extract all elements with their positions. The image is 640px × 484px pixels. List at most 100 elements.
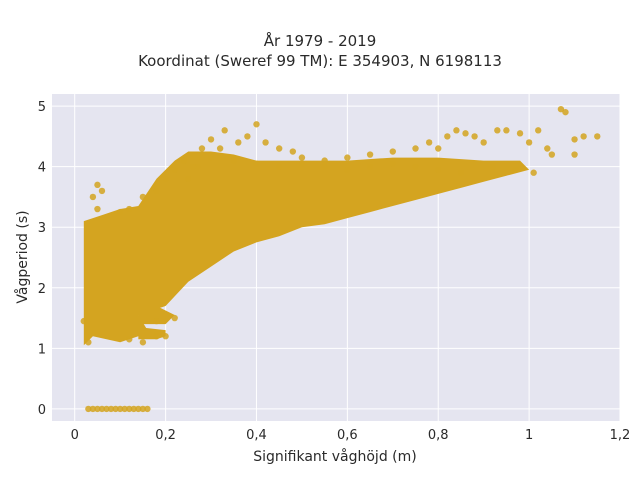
data-point bbox=[98, 187, 106, 195]
x-tick-label: 0 bbox=[71, 428, 79, 443]
data-point bbox=[435, 145, 442, 152]
chart-title-line1: År 1979 - 2019 bbox=[264, 31, 377, 50]
data-point bbox=[412, 163, 419, 170]
data-point bbox=[139, 405, 147, 413]
data-point bbox=[344, 166, 351, 173]
data-point bbox=[153, 187, 160, 195]
data-point bbox=[571, 136, 578, 143]
x-tick-label: 1 bbox=[525, 428, 533, 443]
data-point bbox=[298, 154, 306, 161]
data-point bbox=[171, 166, 178, 173]
data-point bbox=[321, 157, 328, 164]
data-point bbox=[471, 133, 478, 140]
data-point bbox=[457, 169, 465, 176]
data-point bbox=[262, 139, 269, 146]
data-point bbox=[185, 175, 192, 182]
data-point bbox=[126, 205, 133, 213]
data-point bbox=[198, 145, 206, 152]
data-point bbox=[412, 145, 419, 152]
dense-point-cloud bbox=[138, 305, 175, 325]
data-point bbox=[126, 405, 133, 413]
data-point bbox=[144, 405, 151, 413]
data-point bbox=[562, 108, 569, 116]
data-point bbox=[153, 333, 160, 340]
data-point bbox=[85, 405, 92, 413]
data-point bbox=[276, 145, 283, 152]
data-point bbox=[207, 136, 215, 143]
data-point bbox=[435, 166, 442, 173]
data-point bbox=[462, 130, 469, 137]
data-point bbox=[207, 154, 215, 161]
data-point bbox=[580, 133, 587, 140]
data-points bbox=[80, 105, 601, 413]
x-tick-label: 0,8 bbox=[428, 428, 449, 443]
data-point bbox=[139, 339, 147, 346]
tick-labels: 0 0,2 0,4 0,6 0,8 1 1,2 0 1 2 3 4 5 bbox=[38, 100, 631, 443]
y-tick-label: 2 bbox=[38, 282, 46, 297]
data-point bbox=[366, 163, 374, 170]
data-point bbox=[366, 151, 374, 158]
data-point bbox=[253, 121, 260, 128]
chart-title-line2: Koordinat (Sweref 99 TM): E 354903, N 61… bbox=[138, 52, 502, 70]
data-point bbox=[139, 193, 147, 201]
data-point bbox=[244, 133, 251, 140]
data-point bbox=[489, 163, 496, 170]
data-point bbox=[130, 405, 137, 413]
x-tick-label: 0,6 bbox=[337, 428, 358, 443]
y-axis-label: Vågperiod (s) bbox=[14, 210, 31, 303]
data-point bbox=[135, 405, 142, 413]
data-point bbox=[121, 405, 128, 413]
data-point bbox=[89, 193, 97, 201]
data-point bbox=[298, 160, 306, 167]
data-point bbox=[594, 133, 601, 140]
y-tick-label: 3 bbox=[38, 221, 46, 236]
data-point bbox=[516, 130, 524, 137]
data-point bbox=[189, 163, 197, 170]
data-point bbox=[162, 333, 169, 340]
data-point bbox=[503, 127, 510, 134]
data-point bbox=[89, 405, 97, 413]
data-point bbox=[80, 317, 88, 325]
data-point bbox=[103, 405, 110, 413]
data-point bbox=[389, 160, 396, 167]
data-point bbox=[453, 127, 460, 134]
y-tick-label: 5 bbox=[38, 100, 46, 115]
data-point bbox=[344, 154, 351, 161]
data-point bbox=[126, 336, 133, 343]
data-point bbox=[107, 405, 115, 413]
data-point bbox=[153, 317, 160, 325]
data-point bbox=[530, 169, 537, 176]
x-axis-label: Signifikant våghöjd (m) bbox=[253, 448, 416, 465]
data-point bbox=[321, 163, 328, 170]
data-point bbox=[216, 145, 224, 152]
dense-point-cloud bbox=[83, 151, 530, 346]
data-point bbox=[535, 127, 542, 134]
data-point bbox=[253, 160, 260, 167]
x-tick-label: 1,2 bbox=[610, 428, 631, 443]
data-point bbox=[557, 105, 565, 113]
data-point bbox=[289, 148, 297, 155]
data-point bbox=[171, 314, 178, 322]
data-point bbox=[571, 151, 578, 158]
data-point bbox=[194, 163, 201, 170]
data-point bbox=[162, 175, 169, 182]
x-tick-label: 0,2 bbox=[155, 428, 176, 443]
data-point bbox=[525, 139, 533, 146]
x-tick-label: 0,4 bbox=[246, 428, 267, 443]
data-point bbox=[180, 157, 187, 164]
data-point bbox=[98, 405, 106, 413]
data-point bbox=[112, 405, 119, 413]
data-point bbox=[85, 339, 92, 346]
data-point bbox=[548, 151, 556, 158]
data-point bbox=[444, 133, 451, 140]
data-point bbox=[544, 145, 551, 152]
data-point bbox=[94, 181, 101, 189]
data-point bbox=[116, 405, 124, 413]
data-point bbox=[94, 205, 101, 213]
data-point bbox=[221, 127, 228, 134]
data-point bbox=[276, 163, 283, 170]
y-tick-label: 4 bbox=[38, 161, 46, 176]
data-point bbox=[235, 139, 242, 146]
